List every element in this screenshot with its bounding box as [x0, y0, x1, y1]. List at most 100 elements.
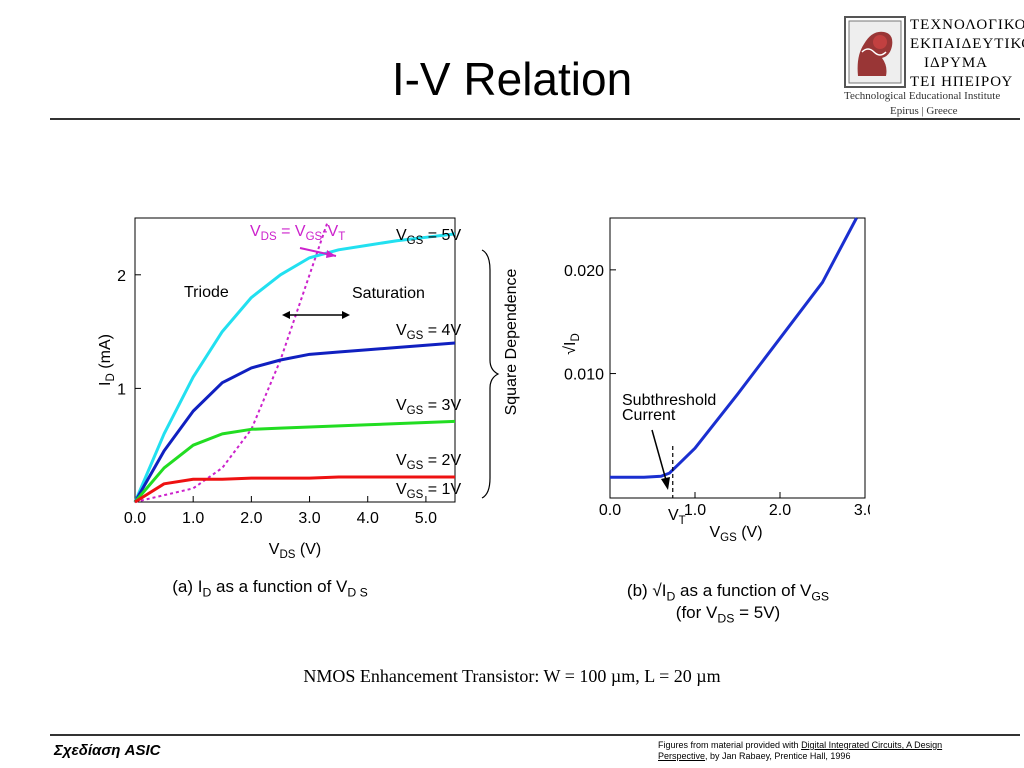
vt-label: VT	[668, 507, 686, 527]
chart-caption: (a) ID as a function of VD S	[172, 577, 368, 599]
series-label-2-part-2: = 3V	[423, 397, 461, 414]
square-dependence-bracket	[481, 249, 500, 499]
chart-caption-part-0: (b) √I	[627, 581, 667, 600]
chart-caption-part-3: GS	[811, 589, 829, 603]
series-label-4-part-0: V	[396, 481, 407, 498]
institution-logo: ΤΕΧΝΟΛΟΓΙΚΟ ΕΚΠΑΙΔΕΥΤΙΚΟ ΙΔΡΥΜΑ ΤΕΙ ΗΠΕΙ…	[840, 12, 1024, 120]
boundary-label-part-1: DS	[261, 231, 277, 243]
series-label-2: VGS = 3V	[396, 397, 461, 417]
series-label-2-part-0: V	[396, 397, 407, 414]
logo-line-2: ΕΚΠΑΙΔΕΥΤΙΚΟ	[910, 36, 1024, 52]
x-tick-label: 0.0	[599, 502, 621, 519]
series-label-0-part-2: = 5V	[423, 227, 461, 244]
x-tick-label: 1.0	[182, 510, 204, 527]
saturation-boundary-curve	[134, 223, 328, 503]
series-label-3: VGS = 2V	[396, 452, 461, 472]
x-tick-label: 2.0	[769, 502, 791, 519]
chart-caption-condition: (for VDS = 5V)	[676, 603, 780, 625]
series-label-0: VGS = 5V	[396, 227, 461, 247]
series-label-3-part-1: GS	[407, 460, 424, 472]
x-axis-label: VGS (V)	[709, 524, 762, 544]
chart-caption-part-2: as a function of V	[211, 577, 348, 596]
annotation-pointer-head	[661, 477, 670, 490]
series-label-3-part-0: V	[396, 452, 407, 469]
series-label-1-part-2: = 4V	[423, 322, 461, 339]
emblem-icon	[844, 16, 906, 88]
logo-line-3: ΙΔΡΥΜΑ	[924, 55, 988, 71]
plot-frame	[609, 217, 866, 499]
region-label-triode: Triode	[184, 284, 229, 301]
credit-book-link[interactable]: Digital Integrated Circuits, A Design Pe…	[658, 740, 943, 761]
series-label-0-part-0: V	[396, 227, 407, 244]
y-axis-label: ID (mA)	[97, 334, 117, 386]
chart-caption-condition-part-0: (for V	[676, 603, 718, 622]
x-tick-label: 5.0	[415, 510, 437, 527]
boundary-pointer-head	[326, 250, 336, 258]
title-divider	[50, 118, 1020, 120]
boundary-label-part-5: T	[338, 231, 345, 243]
y-tick-label: 0.020	[564, 263, 604, 280]
boundary-label: VDS = VGS-VT	[250, 223, 345, 243]
x-tick-label: 4.0	[357, 510, 379, 527]
series-line-vgs-3v	[133, 419, 456, 503]
y-axis-label-part-0: √I	[562, 342, 579, 355]
credit-prefix: Figures from material provided with	[658, 740, 802, 750]
series-label-1-part-1: GS	[407, 330, 424, 342]
y-tick-label: 2	[117, 268, 126, 285]
vt-label-part-1: T	[679, 515, 686, 527]
course-name: Σχεδίαση ASIC	[54, 742, 161, 759]
region-arrow-right-head	[342, 311, 350, 319]
x-tick-label: 1.0	[684, 502, 706, 519]
series-line-vgs-5v	[133, 232, 456, 503]
series-label-1: VGS = 4V	[396, 322, 461, 342]
region-label-saturation: Saturation	[352, 285, 425, 302]
plot-frame	[134, 217, 456, 503]
series-line-sqrt-id	[610, 217, 858, 479]
footer-divider	[50, 734, 1020, 736]
series-label-2-part-1: GS	[407, 405, 424, 417]
y-axis-label: √ID	[562, 333, 582, 355]
boundary-label-part-0: V	[250, 223, 261, 240]
x-axis-label-part-0: V	[269, 541, 280, 558]
x-tick-label: 3.0	[298, 510, 320, 527]
y-axis-label-part-1: D	[570, 333, 582, 341]
logo-location: Epirus | Greece	[890, 105, 958, 117]
series-label-4-part-1: GS	[407, 489, 424, 501]
x-axis-label-part-1: DS	[279, 549, 295, 561]
page-title: I-V Relation	[391, 53, 633, 105]
chart-caption-part-1: D	[666, 589, 675, 603]
chart-caption-condition-part-1: DS	[717, 611, 734, 625]
x-tick-label: 3.0	[854, 502, 870, 519]
y-tick-label: 1	[117, 381, 126, 398]
x-axis-label-part-2: (V)	[737, 524, 763, 541]
boundary-label-part-4: -V	[322, 223, 338, 240]
x-tick-label: 0.0	[124, 510, 146, 527]
chart-caption-part-1: D	[202, 585, 211, 599]
x-axis-label: VDS (V)	[269, 541, 321, 561]
region-arrow-left-head	[282, 311, 290, 319]
series-line-vgs-2v	[134, 475, 455, 504]
x-axis-label-part-0: V	[709, 524, 720, 541]
credit-suffix: , by Jan Rabaey, Prentice Hall, 1996	[705, 751, 851, 761]
annotation-current: Current	[622, 407, 676, 424]
chart-caption: (b) √ID as a function of VGS	[627, 581, 829, 603]
series-label-1-part-0: V	[396, 322, 407, 339]
boundary-label-part-3: GS	[306, 231, 323, 243]
series-label-3-part-2: = 2V	[423, 452, 461, 469]
annotation-pointer	[651, 429, 667, 481]
y-tick-label: 0.010	[564, 367, 604, 384]
boundary-label-part-2: = V	[277, 223, 306, 240]
vt-label-part-0: V	[668, 507, 679, 524]
chart-sqrt-id-vgs: 0.01.02.03.00.0100.020VTSubthresholdCurr…	[562, 217, 870, 625]
chart-caption-part-2: as a function of V	[675, 581, 812, 600]
chart-caption-part-3: D S	[347, 585, 367, 599]
logo-greek-text: ΤΕΧΝΟΛΟΓΙΚΟ ΕΚΠΑΙΔΕΥΤΙΚΟ ΙΔΡΥΜΑ ΤΕΙ ΗΠΕΙ…	[910, 16, 1024, 92]
logo-line-4: ΤΕΙ ΗΠΕΙΡΟΥ	[910, 74, 1014, 90]
chart-caption-part-0: (a) I	[172, 577, 202, 596]
y-axis-label-part-0: I	[97, 381, 114, 385]
logo-line-1: ΤΕΧΝΟΛΟΓΙΚΟ	[910, 17, 1024, 33]
y-axis-label-part-2: (mA)	[97, 334, 114, 373]
y-axis-label-part-1: D	[105, 373, 117, 381]
series-label-4: VGS = 1V	[396, 481, 461, 501]
